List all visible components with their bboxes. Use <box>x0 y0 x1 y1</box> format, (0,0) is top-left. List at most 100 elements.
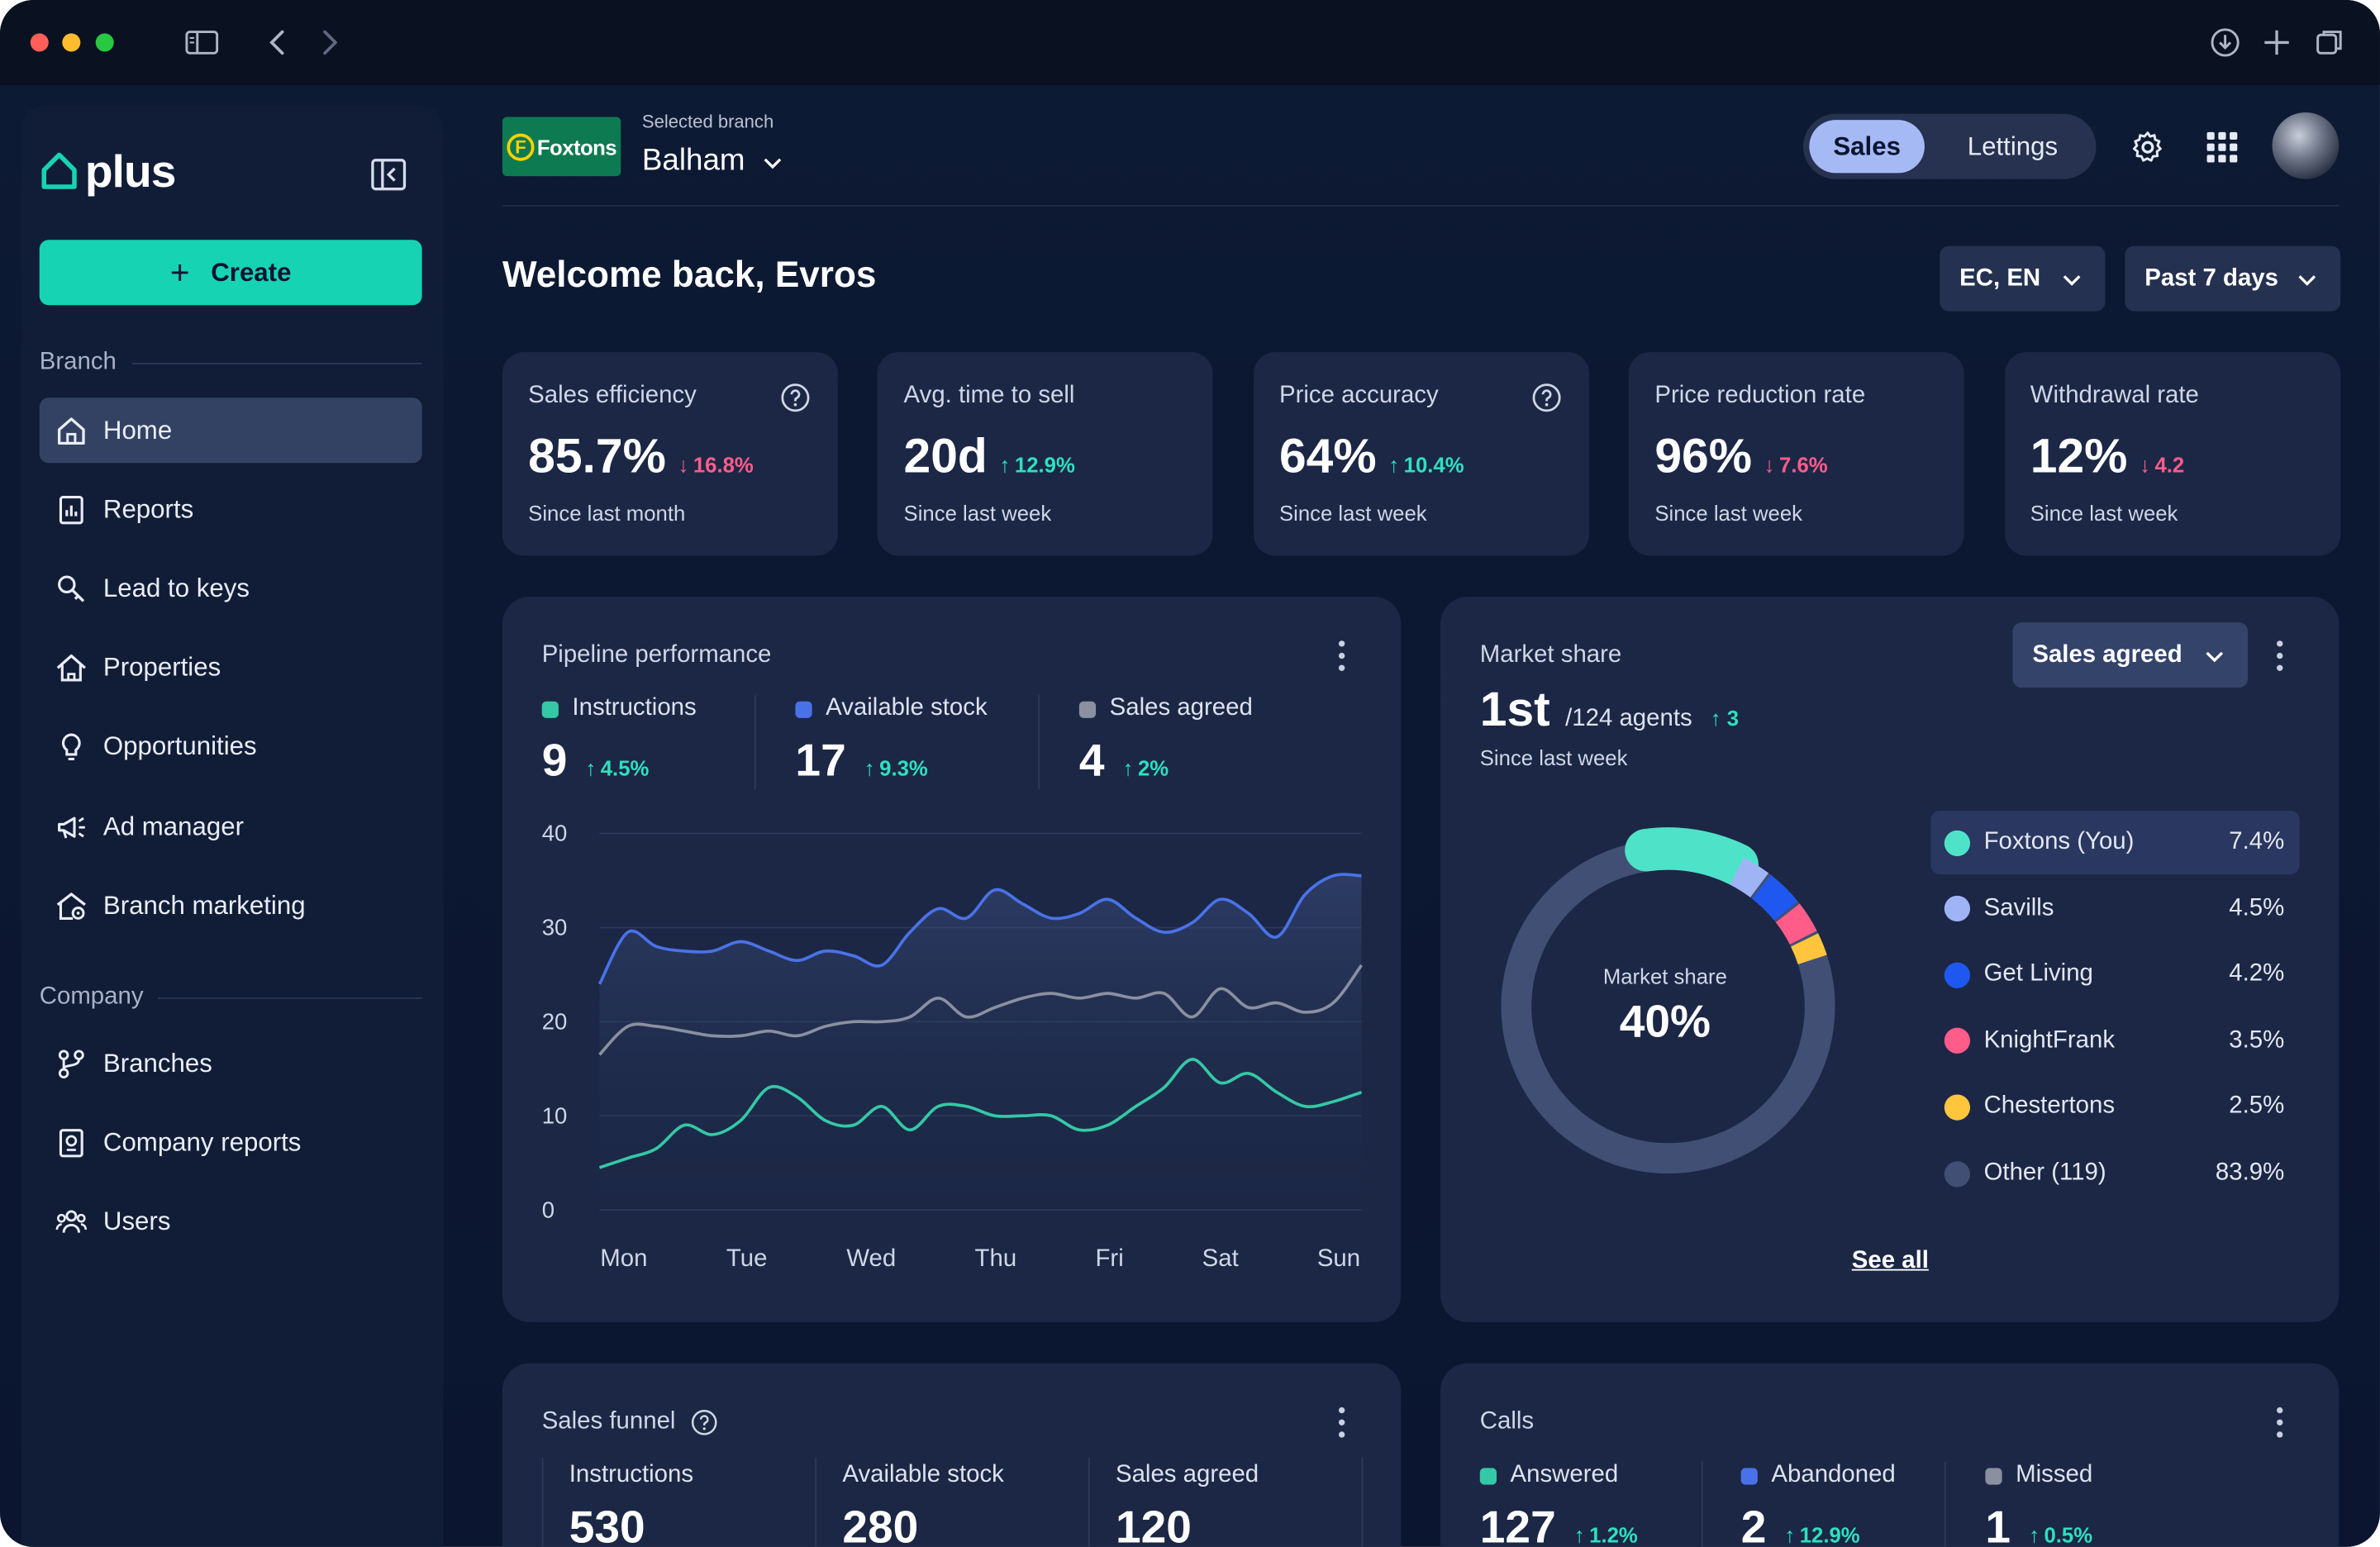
kpi-value: 96% <box>1654 428 1752 483</box>
y-tick-label: 30 <box>542 915 568 940</box>
sidebar-item-ad-manager[interactable]: Ad manager <box>40 794 422 859</box>
funnel-col-value: 120 <box>1115 1502 1192 1547</box>
sidebar-item-company-reports[interactable]: Company reports <box>40 1110 422 1175</box>
market-share-row-other-119[interactable]: Other (119) 83.9% <box>1930 1141 2299 1205</box>
metric-delta: ↑ 0.5% <box>2029 1523 2092 1547</box>
kpi-card-price-accuracy: Price accuracy 64% ↑ 10.4% Since last week <box>1253 352 1589 556</box>
forward-icon[interactable] <box>312 26 345 59</box>
sidebar-item-users[interactable]: Users <box>40 1189 422 1254</box>
plus-logo[interactable]: plus <box>40 145 176 200</box>
kpi-card-withdrawal-rate: Withdrawal rate 12% ↓ 4.2 Since last week <box>2004 352 2340 556</box>
rank-since: Since last week <box>1479 745 1628 770</box>
calls-card: Calls Answered 127 ↑ 1.2% Abandoned 2 ↑ 12.9% Mi… <box>1440 1363 2340 1547</box>
collapse-sidebar-icon[interactable] <box>370 158 407 191</box>
create-button[interactable]: + Create <box>39 240 422 306</box>
arrow-down-icon: ↓ <box>1764 452 1775 477</box>
back-icon[interactable] <box>261 26 294 59</box>
donut-slice-foxtons <box>1625 827 1759 886</box>
tab-sales[interactable]: Sales <box>1809 120 1925 174</box>
branches-icon <box>40 1047 103 1080</box>
calls-title: Calls <box>1479 1408 1535 1435</box>
y-tick-label: 40 <box>542 821 568 846</box>
sidebar-item-branches[interactable]: Branches <box>40 1031 422 1096</box>
apps-grid-icon[interactable] <box>2206 131 2239 164</box>
see-all-link[interactable]: See all <box>1851 1248 1929 1274</box>
branch-selector[interactable]: Balham <box>642 145 784 179</box>
tab-lettings[interactable]: Lettings <box>1967 131 2059 160</box>
chevron-down-icon <box>2298 274 2316 285</box>
kpi-value-row: 20d ↑ 12.9% <box>904 428 1075 484</box>
metric-divider <box>754 695 756 790</box>
help-icon[interactable] <box>780 383 811 413</box>
series-line-instructions <box>598 1058 1363 1169</box>
metric-instructions: 9 ↑ 4.5% <box>542 736 650 788</box>
chevron-down-icon <box>764 157 781 169</box>
more-options-icon[interactable] <box>2275 639 2284 672</box>
sidebar-item-properties[interactable]: Properties <box>40 635 422 701</box>
market-share-row-foxtons-you[interactable]: Foxtons (You) 7.4% <box>1930 810 2300 875</box>
series-line-available-stock <box>597 873 1362 985</box>
more-options-icon[interactable] <box>1337 1406 1346 1439</box>
metric-delta-value: 4.5% <box>600 755 650 781</box>
kpi-since: Since last week <box>1278 501 1427 526</box>
kpi-value: 20d <box>903 428 988 483</box>
period-dropdown[interactable]: Past 7 days <box>2125 245 2341 312</box>
settings-gear-icon[interactable] <box>2130 129 2166 165</box>
legend-swatch <box>1944 962 1971 988</box>
legend-label: Sales agreed <box>1109 695 1253 721</box>
market-share-row-chestertons[interactable]: Chestertons 2.5% <box>1930 1075 2299 1139</box>
market-share-dropdown[interactable]: Sales agreed <box>2012 622 2249 688</box>
more-options-icon[interactable] <box>2275 1406 2284 1439</box>
tabs-overview-icon[interactable] <box>2313 26 2346 59</box>
market-share-row-get-living[interactable]: Get Living 4.2% <box>1930 943 2299 1007</box>
sidebar-item-home[interactable]: Home <box>39 397 422 464</box>
sidebar-item-opportunities[interactable]: Opportunities <box>40 715 422 780</box>
metric-divider <box>1038 695 1040 790</box>
arrow-up-icon: ↑ <box>1710 706 1721 731</box>
help-icon[interactable] <box>691 1409 718 1436</box>
donut-label: Market share <box>1602 964 1727 988</box>
x-tick-label: Sat <box>1202 1245 1239 1272</box>
close-window-button[interactable] <box>30 33 49 52</box>
minimize-window-button[interactable] <box>62 33 81 52</box>
branch-marketing-icon <box>40 889 103 922</box>
market-share-row-savills[interactable]: Savills 4.5% <box>1930 877 2299 940</box>
user-avatar[interactable] <box>2272 112 2340 179</box>
rank-delta: ↑ 3 <box>1711 706 1739 730</box>
sidebar-item-label: Company reports <box>102 1127 302 1157</box>
metric-delta: ↑ 1.2% <box>1574 1523 1638 1547</box>
market-share-row-knightfrank[interactable]: KnightFrank 3.5% <box>1930 1009 2299 1073</box>
arrow-up-icon: ↑ <box>864 755 875 781</box>
series-line-sales-agreed <box>598 964 1364 1056</box>
sidebar-item-lead-to-keys[interactable]: Lead to keys <box>40 556 422 621</box>
new-tab-icon[interactable] <box>2260 26 2293 59</box>
lightbulb-icon <box>40 731 103 764</box>
legend-abandoned: Abandoned <box>1740 1462 1896 1489</box>
pipeline-performance-card: Pipeline performance Instructions 9 ↑ 4.5% A… <box>502 596 1402 1323</box>
chevron-down-icon <box>2206 650 2224 662</box>
region-dropdown[interactable]: EC, EN <box>1940 245 2106 312</box>
metric-value: 17 <box>795 735 846 787</box>
download-icon[interactable] <box>2208 26 2241 59</box>
pipeline-title: Pipeline performance <box>541 642 772 669</box>
sidebar: plus + Create Branch Home Reports Lead to … <box>21 106 444 1547</box>
arrow-down-icon: ↓ <box>678 452 689 477</box>
more-options-icon[interactable] <box>1337 639 1346 672</box>
funnel-divider <box>815 1457 817 1547</box>
help-icon[interactable] <box>1531 383 1562 413</box>
sidebar-toggle-icon[interactable] <box>185 26 219 59</box>
x-tick-label: Fri <box>1095 1245 1123 1272</box>
pipeline-line-chart: 0 10 20 30 40 Mon Tue Wed Thu Fri Sat Sun <box>542 821 1364 1272</box>
metric-value: 9 <box>541 735 568 787</box>
zoom-window-button[interactable] <box>95 33 114 52</box>
agent-share: 3.5% <box>2229 1027 2285 1054</box>
agent-name: Get Living <box>1983 961 2093 988</box>
sidebar-item-branch-marketing[interactable]: Branch marketing <box>40 873 422 939</box>
legend-available-stock: Available stock <box>795 695 988 722</box>
donut-slice-chestertons <box>1790 933 1827 965</box>
sidebar-item-reports[interactable]: Reports <box>40 477 422 542</box>
metric-divider <box>1701 1462 1703 1547</box>
arrow-up-icon: ↑ <box>1573 1522 1585 1547</box>
branch-section-heading: Branch <box>40 350 422 377</box>
donut-slice-savills <box>1730 857 1769 898</box>
